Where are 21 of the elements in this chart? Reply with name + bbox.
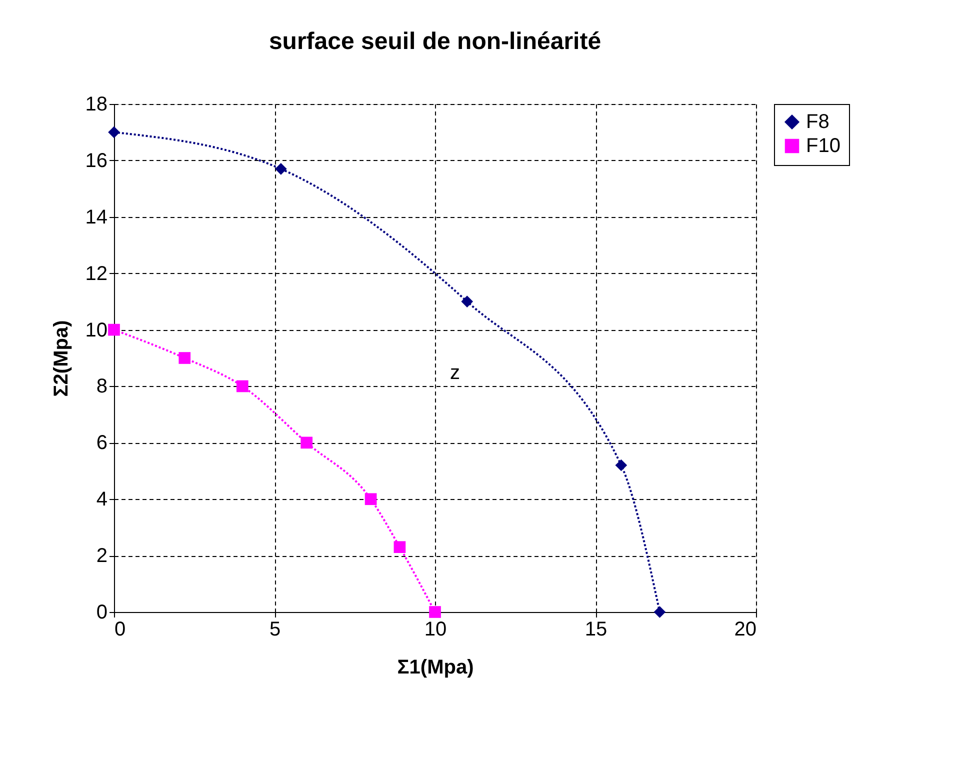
y-axis-title: Σ2(Mpa) (50, 320, 72, 397)
y-tick-label: 12 (85, 262, 108, 285)
legend-label: F8 (806, 111, 830, 133)
y-tick-label: 4 (96, 488, 108, 511)
y-tick-label: 8 (96, 376, 108, 398)
annotation: z (450, 362, 460, 384)
x-tick-label: 5 (269, 618, 281, 640)
x-tick-label: 20 (734, 618, 756, 640)
y-tick-label: 18 (85, 94, 108, 116)
chart-title: surface seuil de non-linéarité (268, 28, 602, 55)
y-tick-label: 0 (96, 602, 108, 624)
y-tick-label: 16 (85, 150, 108, 172)
x-tick-label: 10 (424, 618, 447, 640)
x-tick-label: 15 (584, 618, 608, 640)
y-tick-label: 10 (85, 319, 108, 342)
legend-label: F10 (806, 135, 840, 157)
x-axis-title: Σ1(Mpa) (397, 656, 474, 678)
y-tick-label: 14 (85, 206, 108, 228)
y-tick-label: 2 (96, 545, 108, 568)
x-tick-label: 0 (114, 618, 126, 640)
y-tick-label: 6 (96, 432, 108, 454)
